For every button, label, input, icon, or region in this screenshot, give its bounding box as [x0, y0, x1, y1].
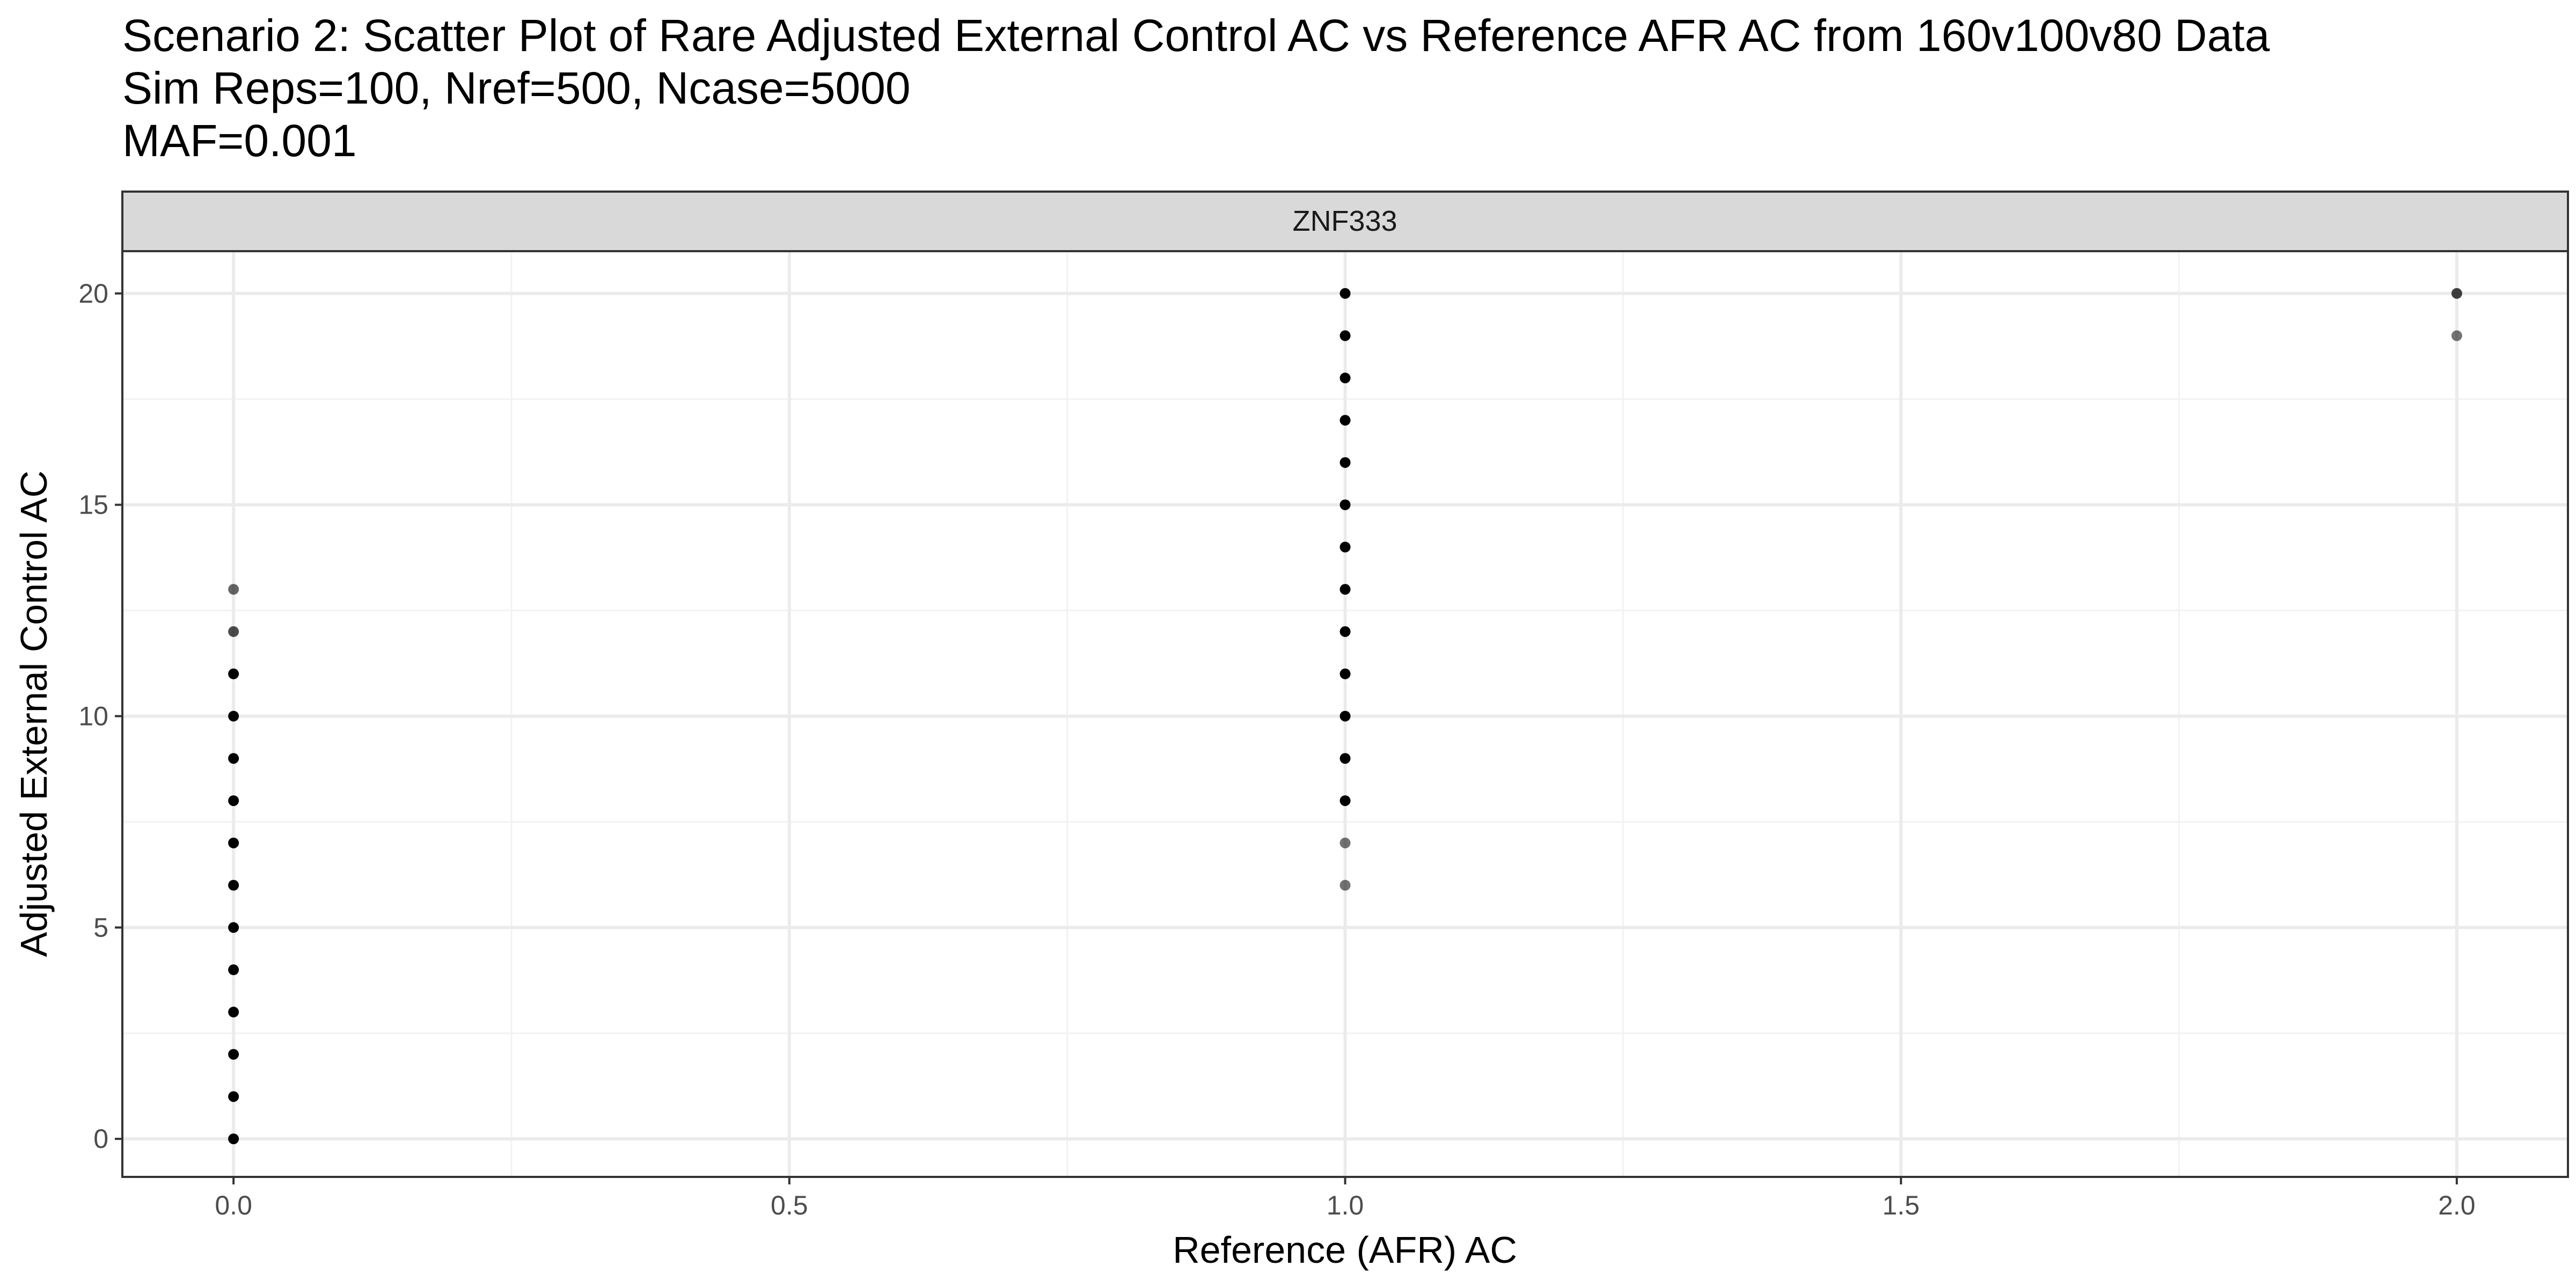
data-point [2451, 288, 2462, 299]
data-point [228, 668, 239, 679]
data-point [228, 1091, 239, 1102]
data-point [228, 1006, 239, 1018]
data-point [228, 964, 239, 976]
y-axis-ticks: 0 5 10 15 20 [78, 279, 122, 1154]
data-point [2451, 330, 2462, 341]
data-point [228, 753, 239, 764]
data-point [1340, 753, 1351, 764]
x-tick-label: 1.0 [1327, 1190, 1364, 1220]
y-tick-label: 5 [93, 912, 108, 942]
chart-title-line-2: Sim Reps=100, Nref=500, Ncase=5000 [122, 63, 911, 113]
data-point [1340, 837, 1351, 848]
chart-title-line-1: Scenario 2: Scatter Plot of Rare Adjuste… [122, 10, 2270, 61]
facet-strip-label: ZNF333 [1292, 205, 1397, 237]
x-tick-label: 2.0 [2438, 1190, 2476, 1220]
data-point [1340, 415, 1351, 426]
data-point [1340, 499, 1351, 510]
chart-title-line-3: MAF=0.001 [122, 115, 357, 166]
data-point [1340, 626, 1351, 637]
data-point [1340, 457, 1351, 468]
data-point [1340, 330, 1351, 341]
x-axis-ticks: 0.0 0.5 1.0 1.5 2.0 [215, 1177, 2476, 1220]
data-point [228, 1049, 239, 1060]
data-point [1340, 288, 1351, 299]
data-point [1340, 541, 1351, 553]
x-tick-label: 1.5 [1882, 1190, 1920, 1220]
data-point [1340, 668, 1351, 679]
data-point [228, 1133, 239, 1145]
data-point [1340, 795, 1351, 806]
gridlines [122, 251, 2568, 1177]
data-point [1340, 880, 1351, 891]
data-point [1340, 711, 1351, 722]
x-tick-label: 0.0 [215, 1190, 252, 1220]
y-axis-title: Adjusted External Control AC [13, 471, 55, 957]
y-tick-label: 20 [78, 279, 108, 309]
data-point [1340, 372, 1351, 384]
y-tick-label: 10 [78, 701, 108, 731]
data-point [228, 711, 239, 722]
y-tick-label: 15 [78, 490, 108, 520]
data-point [228, 880, 239, 891]
data-points [228, 288, 2462, 1145]
data-point [228, 626, 239, 637]
data-point [228, 795, 239, 806]
y-tick-label: 0 [93, 1124, 108, 1154]
x-axis-title: Reference (AFR) AC [1173, 1229, 1517, 1271]
facet-strip [121, 191, 2569, 252]
data-point [228, 922, 239, 933]
data-point [1340, 584, 1351, 595]
data-point [228, 584, 239, 595]
x-tick-label: 0.5 [771, 1190, 808, 1220]
data-point [228, 837, 239, 848]
